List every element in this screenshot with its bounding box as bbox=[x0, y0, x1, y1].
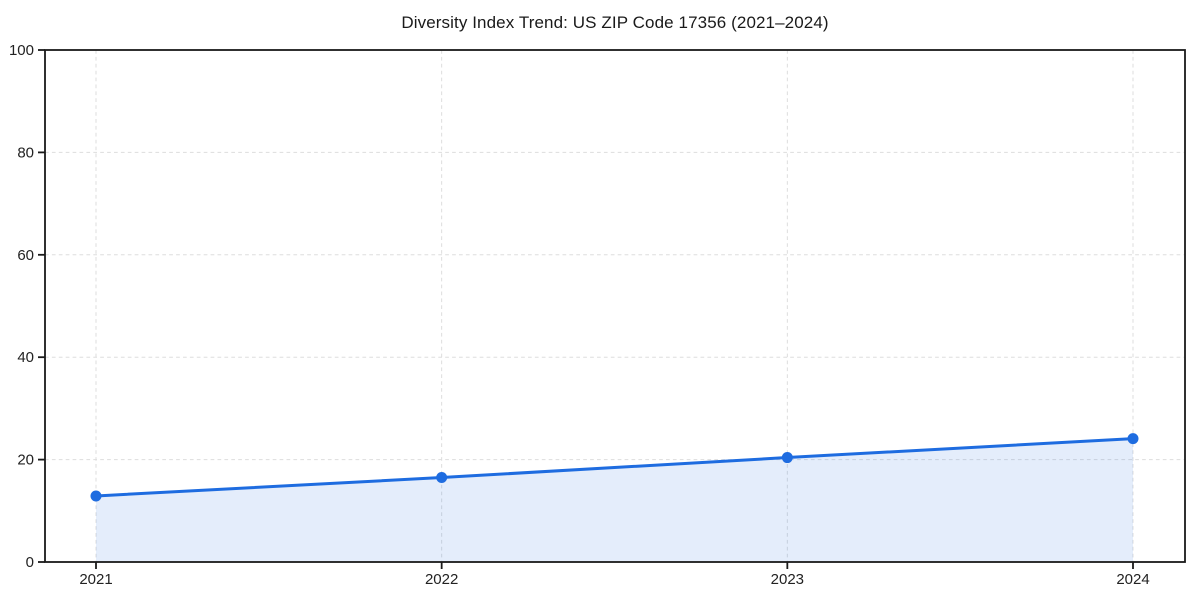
x-tick-label: 2021 bbox=[79, 571, 112, 588]
data-point-2021 bbox=[90, 490, 102, 502]
chart-title: Diversity Index Trend: US ZIP Code 17356… bbox=[401, 13, 829, 32]
x-tick-label: 2023 bbox=[771, 571, 804, 588]
y-tick-label: 40 bbox=[17, 349, 34, 366]
x-tick-label: 2024 bbox=[1116, 571, 1149, 588]
data-point-2023 bbox=[781, 452, 793, 464]
data-point-2022 bbox=[436, 472, 448, 484]
data-point-2024 bbox=[1127, 433, 1139, 445]
y-tick-label: 80 bbox=[17, 144, 34, 161]
plot-border bbox=[44, 49, 1186, 563]
x-tick-label: 2022 bbox=[425, 571, 458, 588]
y-tick-label: 0 bbox=[26, 554, 34, 571]
y-tick-label: 100 bbox=[9, 42, 34, 59]
y-tick-label: 20 bbox=[17, 452, 34, 469]
trend-line bbox=[94, 437, 1135, 498]
area-fill bbox=[96, 438, 1133, 562]
y-tick-label: 60 bbox=[17, 247, 34, 264]
